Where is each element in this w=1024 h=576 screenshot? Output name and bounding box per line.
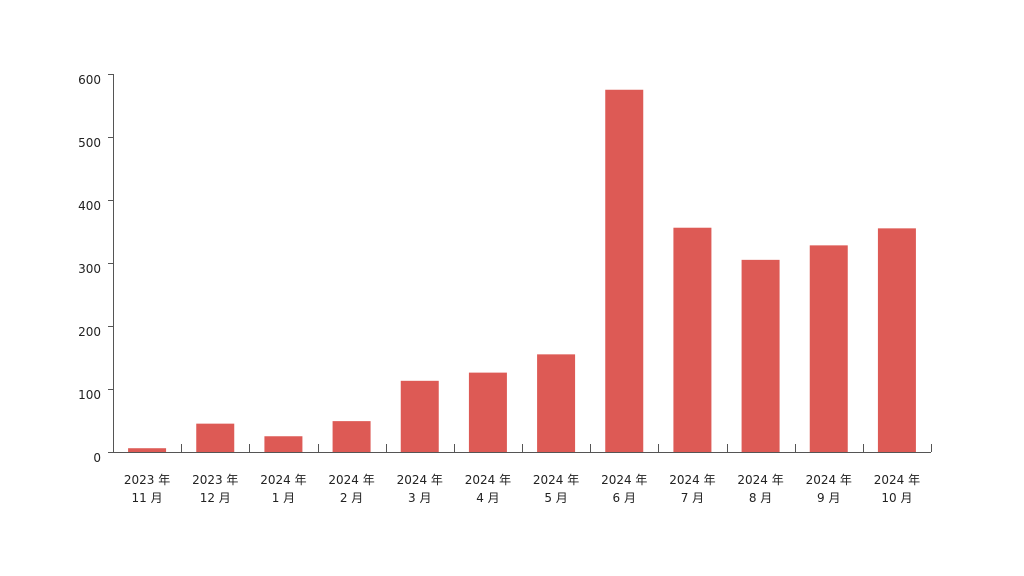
x-tick-label: 2024 年 2 月	[328, 473, 374, 505]
x-tick-label: 2024 年 8 月	[737, 473, 783, 505]
x-tick-label-year: 2024 年	[465, 473, 511, 487]
y-tick-label: 400	[78, 199, 101, 213]
x-tick-label-month: 8 月	[749, 491, 772, 505]
x-tick-label-month: 7 月	[681, 491, 704, 505]
x-tick-label-month: 11 月	[132, 491, 163, 505]
x-tick-label-month: 10 月	[881, 491, 912, 505]
x-tick-label-month: 6 月	[613, 491, 636, 505]
bar	[264, 436, 303, 452]
bar	[332, 421, 371, 452]
x-tick-label-year: 2024 年	[533, 473, 579, 487]
x-tick-label: 2023 年 12 月	[192, 473, 238, 505]
x-tick-label: 2024 年 4 月	[465, 473, 511, 505]
bar	[537, 354, 576, 452]
x-tick-label: 2024 年 5 月	[533, 473, 579, 505]
x-tick-label: 2024 年 7 月	[669, 473, 715, 505]
bar	[673, 227, 712, 452]
x-tick-label-year: 2024 年	[328, 473, 374, 487]
x-tick-label-year: 2024 年	[806, 473, 852, 487]
x-axis	[113, 444, 932, 453]
y-tick-label: 300	[78, 262, 101, 276]
bar	[809, 245, 848, 452]
bar	[877, 228, 916, 452]
x-tick-label: 2024 年 9 月	[806, 473, 852, 505]
x-tick-label-year: 2024 年	[397, 473, 443, 487]
x-tick-label-year: 2023 年	[124, 473, 170, 487]
x-tick-label: 2024 年 6 月	[601, 473, 647, 505]
y-tick-label: 0	[93, 451, 101, 465]
x-tick-label-year: 2024 年	[737, 473, 783, 487]
x-tick-label-month: 3 月	[408, 491, 431, 505]
y-tick-label: 600	[78, 73, 101, 87]
x-tick-label-year: 2024 年	[874, 473, 920, 487]
y-tick-label: 100	[78, 388, 101, 402]
bars	[128, 89, 916, 452]
y-axis	[108, 74, 114, 453]
bar	[468, 372, 507, 452]
x-tick-label-month: 2 月	[340, 491, 363, 505]
x-tick-label-year: 2024 年	[260, 473, 306, 487]
bar	[400, 380, 439, 452]
x-tick-label-year: 2024 年	[601, 473, 647, 487]
x-tick-label: 2024 年 10 月	[874, 473, 920, 505]
bar	[196, 423, 235, 452]
y-tick-label: 500	[78, 136, 101, 150]
x-tick-label: 2023 年 11 月	[124, 473, 170, 505]
bar	[741, 259, 780, 452]
x-tick-label-month: 1 月	[272, 491, 295, 505]
bar	[128, 448, 167, 452]
x-tick-label: 2024 年 3 月	[397, 473, 443, 505]
y-tick-labels: 0 100 200 300 400 500 600	[78, 73, 101, 465]
y-tick-label: 200	[78, 325, 101, 339]
x-tick-label-year: 2023 年	[192, 473, 238, 487]
x-tick-label-year: 2024 年	[669, 473, 715, 487]
x-tick-label-month: 5 月	[544, 491, 567, 505]
x-tick-label-month: 4 月	[476, 491, 499, 505]
x-tick-label-month: 9 月	[817, 491, 840, 505]
x-tick-label-month: 12 月	[200, 491, 231, 505]
bar	[605, 89, 644, 452]
x-tick-label: 2024 年 1 月	[260, 473, 306, 505]
